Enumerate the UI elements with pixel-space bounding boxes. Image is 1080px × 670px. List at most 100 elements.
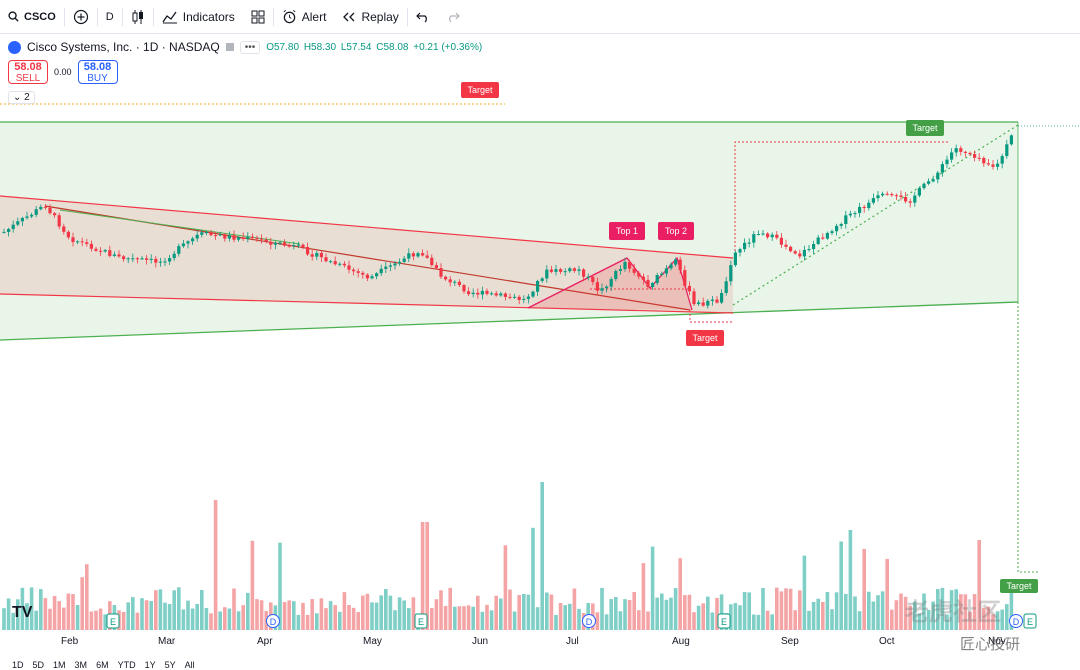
volume-bar xyxy=(144,600,149,630)
range-1y[interactable]: 1Y xyxy=(144,660,156,670)
volume-bar xyxy=(715,597,719,630)
top2-label[interactable]: Top 2 xyxy=(658,222,694,240)
volume-bar xyxy=(650,546,655,630)
event-marker[interactable]: E xyxy=(414,613,428,629)
interval-button[interactable]: D xyxy=(98,0,122,33)
more-options-button[interactable]: ••• xyxy=(239,40,261,54)
watermark-tiger: 老虎社区 xyxy=(905,599,1001,626)
target-label-top[interactable]: Target xyxy=(461,82,499,98)
sell-button[interactable]: 58.08 SELL xyxy=(8,60,48,84)
volume-bar xyxy=(16,599,20,630)
range-1m[interactable]: 1M xyxy=(53,660,66,670)
candle-body xyxy=(269,241,273,245)
range-5d[interactable]: 5D xyxy=(32,660,45,670)
event-marker[interactable]: E xyxy=(1023,613,1037,629)
green-target-projection xyxy=(1017,302,1040,573)
svg-text:D: D xyxy=(1013,617,1020,627)
volume-bar xyxy=(52,595,57,630)
compare-button[interactable] xyxy=(65,0,97,33)
candle-body xyxy=(476,292,480,295)
undo-button[interactable] xyxy=(408,0,438,33)
instrument-name[interactable]: Cisco Systems, Inc. · 1D · NASDAQ xyxy=(27,40,220,54)
volume-bar xyxy=(765,610,770,630)
candle-body xyxy=(264,239,268,242)
candle-body xyxy=(963,151,967,153)
indicators-button[interactable]: Indicators xyxy=(154,0,243,33)
volume-bar xyxy=(830,609,834,630)
collapse-indicators-button[interactable]: ⌄ 2 xyxy=(8,91,35,104)
volume-bar xyxy=(319,598,324,630)
volume-bar xyxy=(374,602,379,630)
target-label-green[interactable]: Target xyxy=(906,120,944,136)
candle-body xyxy=(393,263,397,266)
time-axis[interactable]: Feb Mar Apr May Jun Jul Aug Sep Oct Nov xyxy=(0,634,1080,650)
volume-bar xyxy=(508,589,512,630)
svg-text:D: D xyxy=(586,617,593,627)
indicators-label: Indicators xyxy=(182,9,235,24)
candle-body xyxy=(917,188,921,196)
candle-body xyxy=(784,244,788,247)
candle-body xyxy=(821,237,825,239)
candle-body xyxy=(25,216,29,218)
candle-body xyxy=(986,163,990,165)
event-marker[interactable]: E xyxy=(717,613,731,629)
range-1d[interactable]: 1D xyxy=(12,660,24,670)
top1-label[interactable]: Top 1 xyxy=(609,222,645,240)
range-6m[interactable]: 6M xyxy=(96,660,109,670)
volume-bar xyxy=(692,612,696,630)
tradingview-logo[interactable]: TV xyxy=(12,604,33,621)
range-all[interactable]: All xyxy=(184,660,195,670)
buy-button[interactable]: 58.08 BUY xyxy=(77,60,118,84)
trend-line-green xyxy=(59,209,301,245)
candle-body xyxy=(743,242,747,250)
event-marker[interactable]: D xyxy=(582,614,596,628)
month-label: Oct xyxy=(879,636,895,647)
candle-body xyxy=(241,237,245,239)
volume-bar xyxy=(489,610,494,630)
range-5y[interactable]: 5Y xyxy=(164,660,176,670)
volume-bar xyxy=(839,541,843,630)
flag-icon[interactable] xyxy=(225,43,234,51)
range-ytd[interactable]: YTD xyxy=(117,660,136,670)
volume-bar xyxy=(931,601,935,630)
volume-bar xyxy=(407,608,411,630)
candle-body xyxy=(641,276,645,280)
volume-bar xyxy=(20,587,25,630)
event-marker[interactable]: D xyxy=(266,614,280,628)
candle-body xyxy=(977,157,981,159)
target-label-down[interactable]: Target xyxy=(686,330,724,346)
replay-button[interactable]: Replay xyxy=(334,0,406,33)
target-label-volume[interactable]: Target xyxy=(1000,579,1038,593)
event-marker[interactable]: E xyxy=(106,613,120,629)
volume-bar xyxy=(103,614,107,630)
volume-bar xyxy=(209,613,213,630)
redo-button[interactable] xyxy=(438,0,468,33)
candle-body xyxy=(572,268,576,271)
volume-bar xyxy=(305,614,310,630)
volume-bar xyxy=(853,596,857,630)
candle-body xyxy=(181,243,185,247)
candle-body xyxy=(388,265,392,267)
volume-bar xyxy=(328,601,333,630)
candle-body xyxy=(678,259,682,271)
candle-body xyxy=(996,163,1000,167)
volume-bar xyxy=(351,607,356,630)
candle-body xyxy=(223,234,227,239)
candle-body xyxy=(287,245,291,247)
chart-type-button[interactable] xyxy=(123,0,153,33)
range-selector: 1D 5D 1M 3M 6M YTD 1Y 5Y All xyxy=(0,660,195,670)
candle-body xyxy=(319,252,323,258)
volume-bar xyxy=(848,530,853,630)
event-marker[interactable]: D xyxy=(1009,614,1023,628)
symbol-search[interactable]: CSCO xyxy=(0,0,64,33)
range-3m[interactable]: 3M xyxy=(74,660,88,670)
candle-body xyxy=(30,214,34,217)
volume-bar xyxy=(926,609,931,630)
low-value: L57.54 xyxy=(340,41,372,53)
price-chart[interactable]: Target Target Target Target Top 1 Top 2 … xyxy=(0,34,1080,634)
layouts-button[interactable] xyxy=(243,0,273,33)
candle-body xyxy=(549,269,553,272)
grid-icon xyxy=(251,10,265,23)
candle-body xyxy=(789,246,793,252)
alert-button[interactable]: Alert xyxy=(274,0,335,33)
